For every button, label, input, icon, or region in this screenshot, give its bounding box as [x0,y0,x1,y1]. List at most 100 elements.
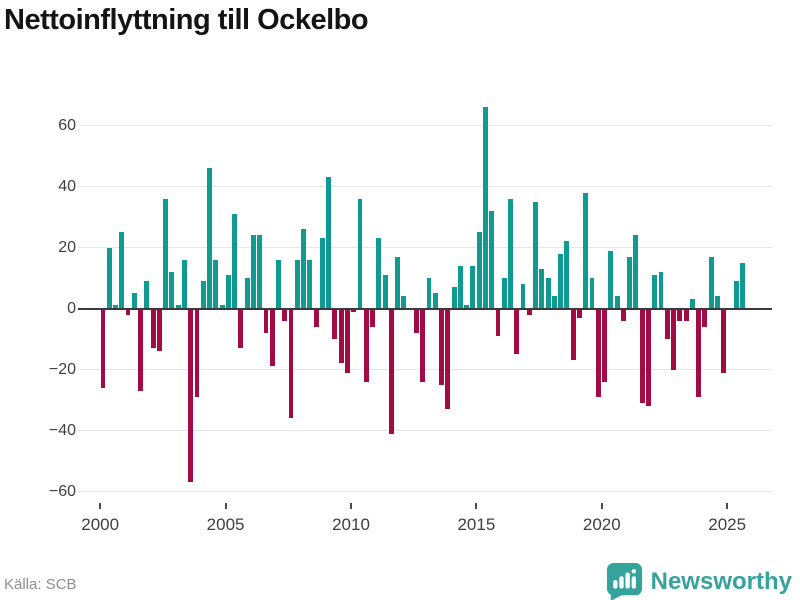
x-tick-label: 2025 [708,515,747,534]
bar [100,308,106,388]
bar [225,274,231,309]
bar [163,198,169,309]
bar [319,238,325,309]
bar [589,278,595,309]
bar [113,305,118,309]
bar [696,308,702,397]
bar [338,308,344,364]
grid-line [78,186,772,187]
bar [470,265,476,309]
bar [351,308,357,312]
bar [740,262,745,309]
bar [175,305,181,309]
bar [639,308,645,404]
bar [156,308,162,352]
bar [326,177,332,309]
bar [194,308,200,397]
x-tick-mark [99,503,102,509]
bar [539,268,545,309]
bar [288,308,294,419]
bar [689,299,695,309]
bar [332,308,338,339]
x-tick-mark [350,503,352,509]
bar [125,308,131,315]
bar [671,308,676,370]
newsworthy-logo: Newsworthy [606,562,792,600]
bar [614,296,620,309]
bar [250,235,256,309]
x-tick-label: 2015 [457,515,496,534]
grid-line [78,247,772,248]
bar [207,168,212,309]
bar [501,278,507,309]
bar [645,308,651,407]
bar [464,305,470,309]
y-tick-label: −60 [48,482,76,500]
x-tick-label: 2005 [206,515,245,534]
bar [714,296,720,309]
y-tick-label: 60 [58,116,76,134]
bar [489,210,495,309]
bar [395,256,401,309]
bar [238,308,244,349]
bar [345,308,350,373]
bar [495,308,501,336]
x-tick-label: 2010 [332,515,370,534]
bar [551,296,557,309]
y-tick-label: 0 [67,299,76,317]
bar [376,238,382,309]
y-tick-label: −40 [48,421,76,439]
bar [633,235,639,309]
bar [188,308,194,483]
bar [708,256,714,309]
bar [144,281,150,309]
bar [451,287,457,309]
x-tick-label: 2020 [582,515,621,534]
bar [677,308,683,321]
y-tick-label: 20 [58,238,76,256]
bar [508,198,513,309]
bar [301,229,307,309]
bar [257,235,263,309]
bar [627,256,633,309]
bar [150,308,156,349]
newsworthy-wordmark: Newsworthy [650,568,792,595]
bar [526,308,532,315]
bar [401,296,407,309]
bar [263,308,269,333]
bar [244,278,250,309]
x-tick-label: 2000 [81,515,120,534]
bar [583,192,589,309]
bar [457,265,463,309]
x-tick-mark [475,503,478,509]
bar [514,308,520,355]
bar [313,308,319,327]
bar [664,308,670,339]
bar [382,274,388,309]
bar [232,213,238,309]
y-tick-label: −20 [48,360,76,378]
y-tick-label: 40 [58,177,76,195]
chart-title: Nettoinflyttning till Ockelbo [4,4,369,36]
bar [169,271,175,309]
zero-axis-line [78,307,772,310]
bar [282,308,288,321]
bar [388,308,394,434]
bar [570,308,576,361]
bar [545,278,551,309]
bar [294,259,300,309]
bar [658,271,664,309]
grid-line [78,430,772,431]
bar [733,281,739,309]
bar [439,308,444,385]
bar [420,308,426,382]
bar [119,232,125,309]
bar [683,308,689,321]
bar [200,281,206,309]
bar [558,253,564,309]
bar [414,308,419,333]
bar [138,308,143,391]
bar [276,259,281,309]
bar [269,308,275,367]
